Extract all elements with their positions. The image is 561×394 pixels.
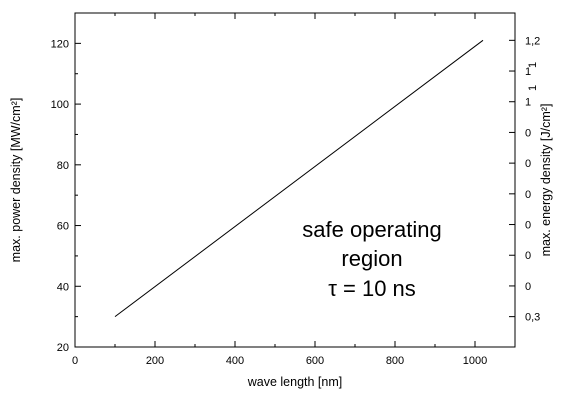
y2-extra-mark-1: 1 xyxy=(527,62,539,68)
annotation-line-1: safe operating xyxy=(302,217,441,242)
x-tick-label: 600 xyxy=(306,355,324,367)
annotation-line-3: τ = 10 ns xyxy=(328,276,416,301)
y-tick-label: 20 xyxy=(57,342,69,354)
annotation-line-2: region xyxy=(341,246,402,271)
x-tick-label: 800 xyxy=(386,355,404,367)
x-tick-label: 400 xyxy=(226,355,244,367)
y2-tick-label: 1 xyxy=(525,66,531,78)
x-tick-label: 200 xyxy=(146,355,164,367)
y2-axis-label: max. energy density [J/cm²] xyxy=(539,104,553,257)
y2-extra-mark-2: 1 xyxy=(527,85,539,91)
y-axis-label: max. power density [MW/cm²] xyxy=(9,98,23,263)
y2-tick-label: 1,2 xyxy=(525,35,540,47)
series-group xyxy=(114,39,484,318)
x-axis-label: wave length [nm] xyxy=(247,375,343,389)
y-tick-label: 80 xyxy=(57,160,69,172)
y2-tick-label: 0 xyxy=(525,250,531,262)
y-tick-label: 100 xyxy=(51,99,69,111)
y2-tick-label: 0 xyxy=(525,189,531,201)
y-tick-label: 40 xyxy=(57,281,69,293)
y2-tick-label: 0 xyxy=(525,158,531,170)
y-tick-label: 60 xyxy=(57,221,69,233)
y-axis-ticks: 20 40 60 80 100 120 xyxy=(51,12,81,354)
x-tick-label: 0 xyxy=(72,355,78,367)
series-line xyxy=(114,39,484,318)
x-axis-ticks: 0 200 400 600 800 1000 xyxy=(72,13,516,367)
y2-tick-label: 0 xyxy=(525,281,531,293)
y-tick-label: 120 xyxy=(51,38,69,50)
plot-frame xyxy=(74,12,516,348)
x-tick-label: 1000 xyxy=(463,355,487,367)
y2-tick-label: 0 xyxy=(525,220,531,232)
y2-tick-label: 0,3 xyxy=(525,312,540,324)
y2-tick-label: 0 xyxy=(525,127,531,139)
y2-tick-label: 1 xyxy=(525,97,531,109)
